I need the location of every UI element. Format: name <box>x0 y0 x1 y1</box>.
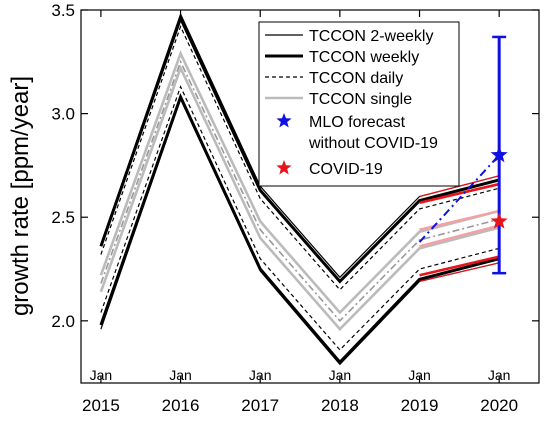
y-tick-label: 2.5 <box>51 208 75 227</box>
data-layer <box>99 12 508 366</box>
legend-box <box>258 21 460 187</box>
legend-tccon-weekly-label: TCCON weekly <box>309 49 419 66</box>
covid-projection-inner-2 <box>419 224 500 248</box>
legend-mlo-forecast-star <box>276 113 292 128</box>
legend-covid-19-label: COVID-19 <box>309 161 383 178</box>
mlo-forecast-star <box>490 146 508 163</box>
legend-covid-19-star <box>276 160 292 175</box>
axis-ticks: 2.0 2.5 3.0 3.5 Jan 2015 Jan 2016 Jan 2017 Jan 2018… <box>51 1 539 415</box>
covid-projection-inner-1 <box>419 209 500 231</box>
x-marker-label: Jan <box>329 367 352 383</box>
y-tick-label: 2.0 <box>51 312 75 331</box>
y-axis-title: growth rate [ppm/year] <box>7 76 34 316</box>
y-tick-label: 3.5 <box>51 1 75 20</box>
series-tccon-daily-lower <box>100 85 500 351</box>
x-marker-label: Jan <box>408 367 431 383</box>
x-tick-label: 2018 <box>321 396 359 415</box>
y-tick-label: 3.0 <box>51 105 75 124</box>
legend-tccon-2-weekly-label: TCCON 2-weekly <box>309 28 433 45</box>
series-tccon-weekly-lower <box>99 93 500 365</box>
legend-tccon-daily-label: TCCON daily <box>309 70 403 87</box>
covid-projection-outer-3 <box>419 255 500 277</box>
series-tccon-weekly-upper <box>99 14 500 284</box>
plot-frame <box>80 9 540 384</box>
legend-mlo-forecast-label-line2: without COVID-19 <box>308 135 438 152</box>
x-marker-label: Jan <box>169 367 192 383</box>
covid-projection-outer-4 <box>419 262 500 283</box>
x-marker-label: Jan <box>488 367 511 383</box>
covid-19-star <box>490 212 508 229</box>
covid-projection-outer-2 <box>419 182 500 204</box>
x-tick-label: 2020 <box>480 396 518 415</box>
series-tccon-daily-upper <box>100 24 500 291</box>
x-tick-label: 2019 <box>401 396 439 415</box>
legend-tccon-single-label: TCCON single <box>309 91 412 108</box>
x-marker-label: Jan <box>249 367 272 383</box>
x-marker-label: Jan <box>90 367 113 383</box>
mlo-link-line <box>418 154 500 243</box>
center-line <box>100 59 500 323</box>
legend-mlo-forecast-label: MLO forecast <box>309 114 406 131</box>
x-tick-label: 2017 <box>241 396 279 415</box>
x-tick-label: 2015 <box>82 396 120 415</box>
series-tccon-single-lower <box>99 64 500 332</box>
x-tick-label: 2016 <box>162 396 200 415</box>
legend: TCCON 2-weekly TCCON weekly TCCON daily TCC… <box>258 21 460 187</box>
